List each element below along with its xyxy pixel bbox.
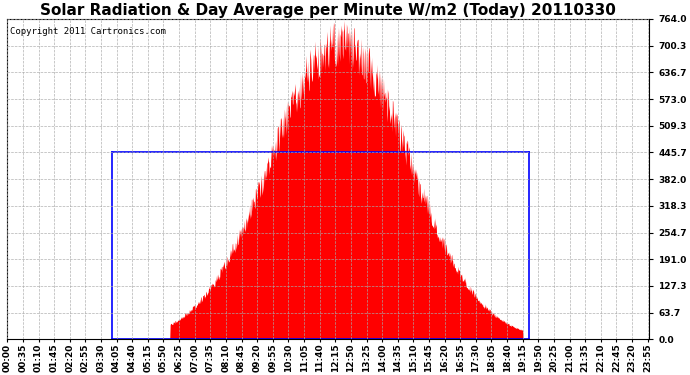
Text: Copyright 2011 Cartronics.com: Copyright 2011 Cartronics.com xyxy=(10,27,166,36)
Title: Solar Radiation & Day Average per Minute W/m2 (Today) 20110330: Solar Radiation & Day Average per Minute… xyxy=(41,3,616,18)
